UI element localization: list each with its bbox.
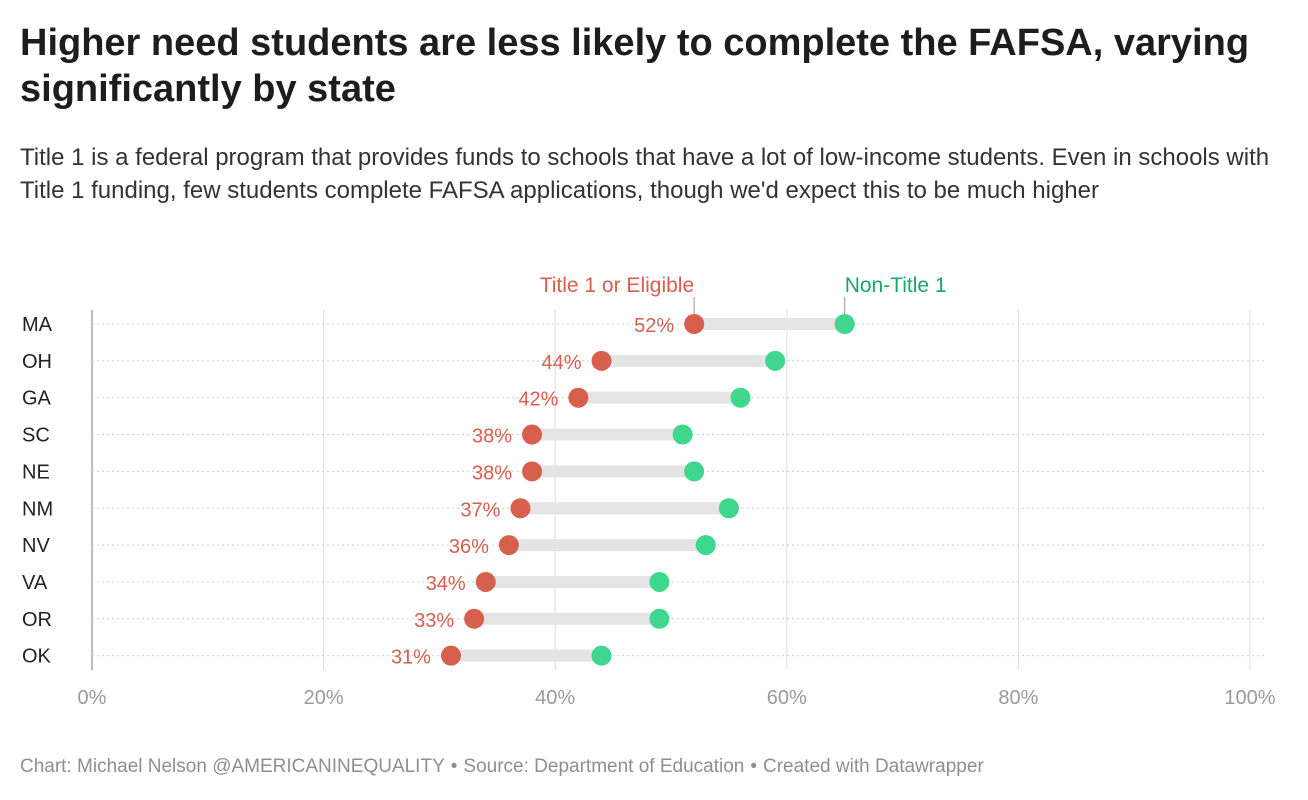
non-title1-dot	[765, 350, 786, 371]
x-tick-label: 60%	[767, 687, 807, 709]
title1-dot	[498, 535, 519, 556]
category-label: NM	[22, 498, 53, 520]
x-tick-label: 80%	[998, 687, 1038, 709]
non-title1-dot	[695, 535, 716, 556]
title1-value-label: 44%	[541, 352, 581, 374]
category-label: OH	[22, 351, 52, 373]
non-title1-dot	[730, 387, 751, 408]
title1-value-label: 52%	[634, 315, 674, 337]
chart-subtitle: Title 1 is a federal program that provid…	[20, 144, 1270, 204]
footer-tool: Created with Datawrapper	[763, 756, 984, 777]
title1-value-label: 38%	[472, 426, 512, 448]
title1-dot	[440, 645, 461, 666]
x-tick-label: 100%	[1224, 687, 1275, 709]
title1-dot	[510, 498, 531, 519]
title1-value-label: 33%	[414, 610, 454, 632]
title1-value-label: 42%	[518, 389, 558, 411]
footer-separator: •	[750, 756, 757, 777]
category-label: OK	[22, 646, 52, 668]
title1-dot	[522, 461, 543, 482]
non-title1-dot	[672, 424, 693, 445]
title1-dot	[684, 314, 705, 334]
footer-separator: •	[450, 756, 458, 777]
non-title1-dot	[649, 608, 670, 629]
title1-value-label: 34%	[426, 573, 466, 595]
category-label: OR	[22, 609, 52, 631]
non-title1-dot	[649, 571, 670, 592]
x-tick-label: 40%	[535, 687, 575, 709]
legend-label-title1: Title 1 or Eligible	[540, 274, 694, 297]
x-tick-label: 0%	[78, 687, 107, 709]
title1-dot	[475, 571, 496, 592]
category-label: NV	[22, 535, 50, 557]
footer-source: Source: Department of Education	[463, 756, 745, 777]
title1-dot	[568, 387, 589, 408]
category-label: NE	[22, 461, 50, 483]
non-title1-dot	[834, 314, 855, 334]
title1-value-label: 37%	[460, 499, 500, 521]
title1-value-label: 36%	[449, 536, 489, 558]
title1-value-label: 38%	[472, 462, 512, 484]
category-label: VA	[22, 572, 48, 594]
non-title1-dot	[718, 498, 739, 519]
title1-value-label: 31%	[391, 647, 431, 669]
chart-title: Higher need students are less likely to …	[20, 22, 1250, 110]
non-title1-dot	[684, 461, 705, 482]
title1-dot	[464, 608, 485, 629]
category-label: MA	[22, 314, 53, 336]
legend-label-non-title1: Non-Title 1	[845, 274, 947, 297]
dot-range-chart: 0% 20% 40% 60% 80% 100% MA 52% OH 44% GA 42% SC 38% NE…	[22, 274, 1276, 709]
non-title1-dot	[591, 645, 612, 666]
title1-dot	[522, 424, 543, 445]
x-tick-label: 20%	[304, 687, 344, 709]
chart-footer: Chart: Michael Nelson @AMERICANINEQUALIT…	[20, 754, 1290, 780]
category-label: GA	[22, 388, 52, 410]
category-label: SC	[22, 425, 50, 447]
title1-dot	[591, 350, 612, 371]
footer-credit: Chart: Michael Nelson @AMERICANINEQUALIT…	[20, 756, 445, 777]
